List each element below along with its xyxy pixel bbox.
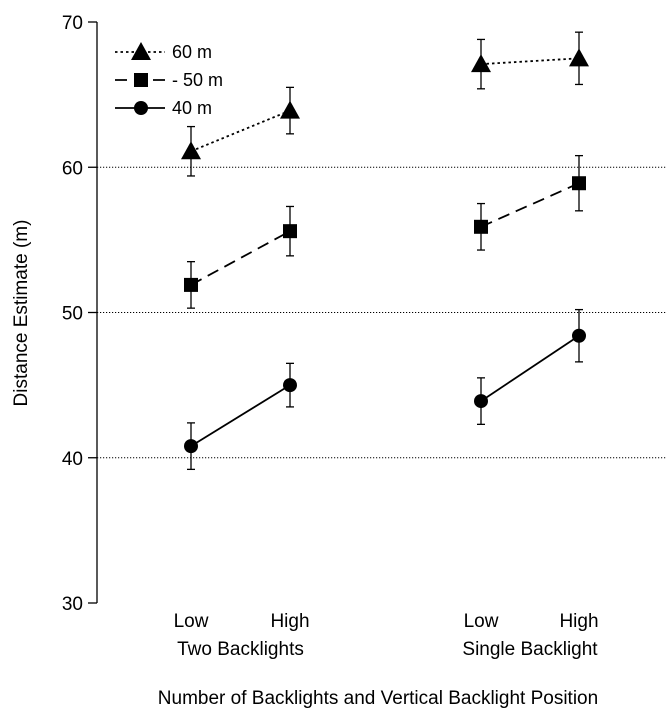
legend-item-1: - 50 m: [115, 70, 223, 90]
series-0: [181, 31, 589, 177]
y-tick-label-30: 30: [62, 594, 83, 615]
legend-label-0: 60 m: [172, 42, 212, 62]
legend-item-0: 60 m: [115, 42, 212, 62]
y-ticks: 30 40 50 60 70: [62, 13, 97, 615]
series-0-point-1: [280, 100, 300, 119]
legend: 60 m - 50 m 40 m: [115, 42, 223, 118]
series-1-point-1: [283, 224, 297, 239]
y-tick-label-60: 60: [62, 158, 83, 179]
series-0-point-3: [569, 48, 589, 67]
series-0-point-0: [181, 141, 201, 160]
series-layer: [181, 31, 589, 471]
legend-marker-2: [134, 101, 148, 115]
axes: 30 40 50 60 70: [62, 13, 98, 615]
series-0-point-2: [471, 54, 491, 73]
y-tick-label-70: 70: [62, 13, 83, 34]
series-2-point-1: [283, 378, 297, 393]
legend-item-2: 40 m: [115, 98, 212, 118]
y-tick-label-50: 50: [62, 304, 83, 325]
x-group-label-1: Single Backlight: [462, 639, 598, 660]
series-1: [184, 154, 586, 309]
y-axis-title: Distance Estimate (m): [11, 220, 32, 407]
series-2-line-1: [480, 334, 580, 402]
series-1-point-2: [474, 219, 488, 234]
x-tick-labels: Low High Two Backlights Low High Single Backl…: [174, 611, 599, 660]
x-group-label-0: Two Backlights: [177, 639, 304, 660]
series-1-point-0: [184, 277, 198, 292]
series-0-line-1: [480, 57, 580, 66]
legend-marker-1: [134, 73, 148, 87]
series-2-point-3: [572, 328, 586, 343]
series-2-line-0: [190, 384, 291, 447]
series-0-line-0: [190, 109, 291, 153]
series-2: [184, 308, 586, 471]
legend-label-2: 40 m: [172, 98, 212, 118]
x-axis-title: Number of Backlights and Vertical Backli…: [158, 688, 598, 708]
series-2-point-0: [184, 439, 198, 454]
x-tick-label-1-1: High: [559, 611, 598, 632]
legend-marker-0: [131, 42, 151, 60]
series-1-line-0: [190, 230, 291, 286]
x-tick-label-0-1: High: [270, 611, 309, 632]
gridlines: [97, 166, 666, 459]
series-2-point-2: [474, 394, 488, 409]
x-tick-label-0-0: Low: [174, 611, 209, 632]
y-tick-label-40: 40: [62, 449, 83, 470]
legend-label-1: - 50 m: [172, 70, 223, 90]
x-tick-label-1-0: Low: [464, 611, 499, 632]
series-1-point-3: [572, 176, 586, 191]
series-1-line-1: [480, 182, 580, 228]
